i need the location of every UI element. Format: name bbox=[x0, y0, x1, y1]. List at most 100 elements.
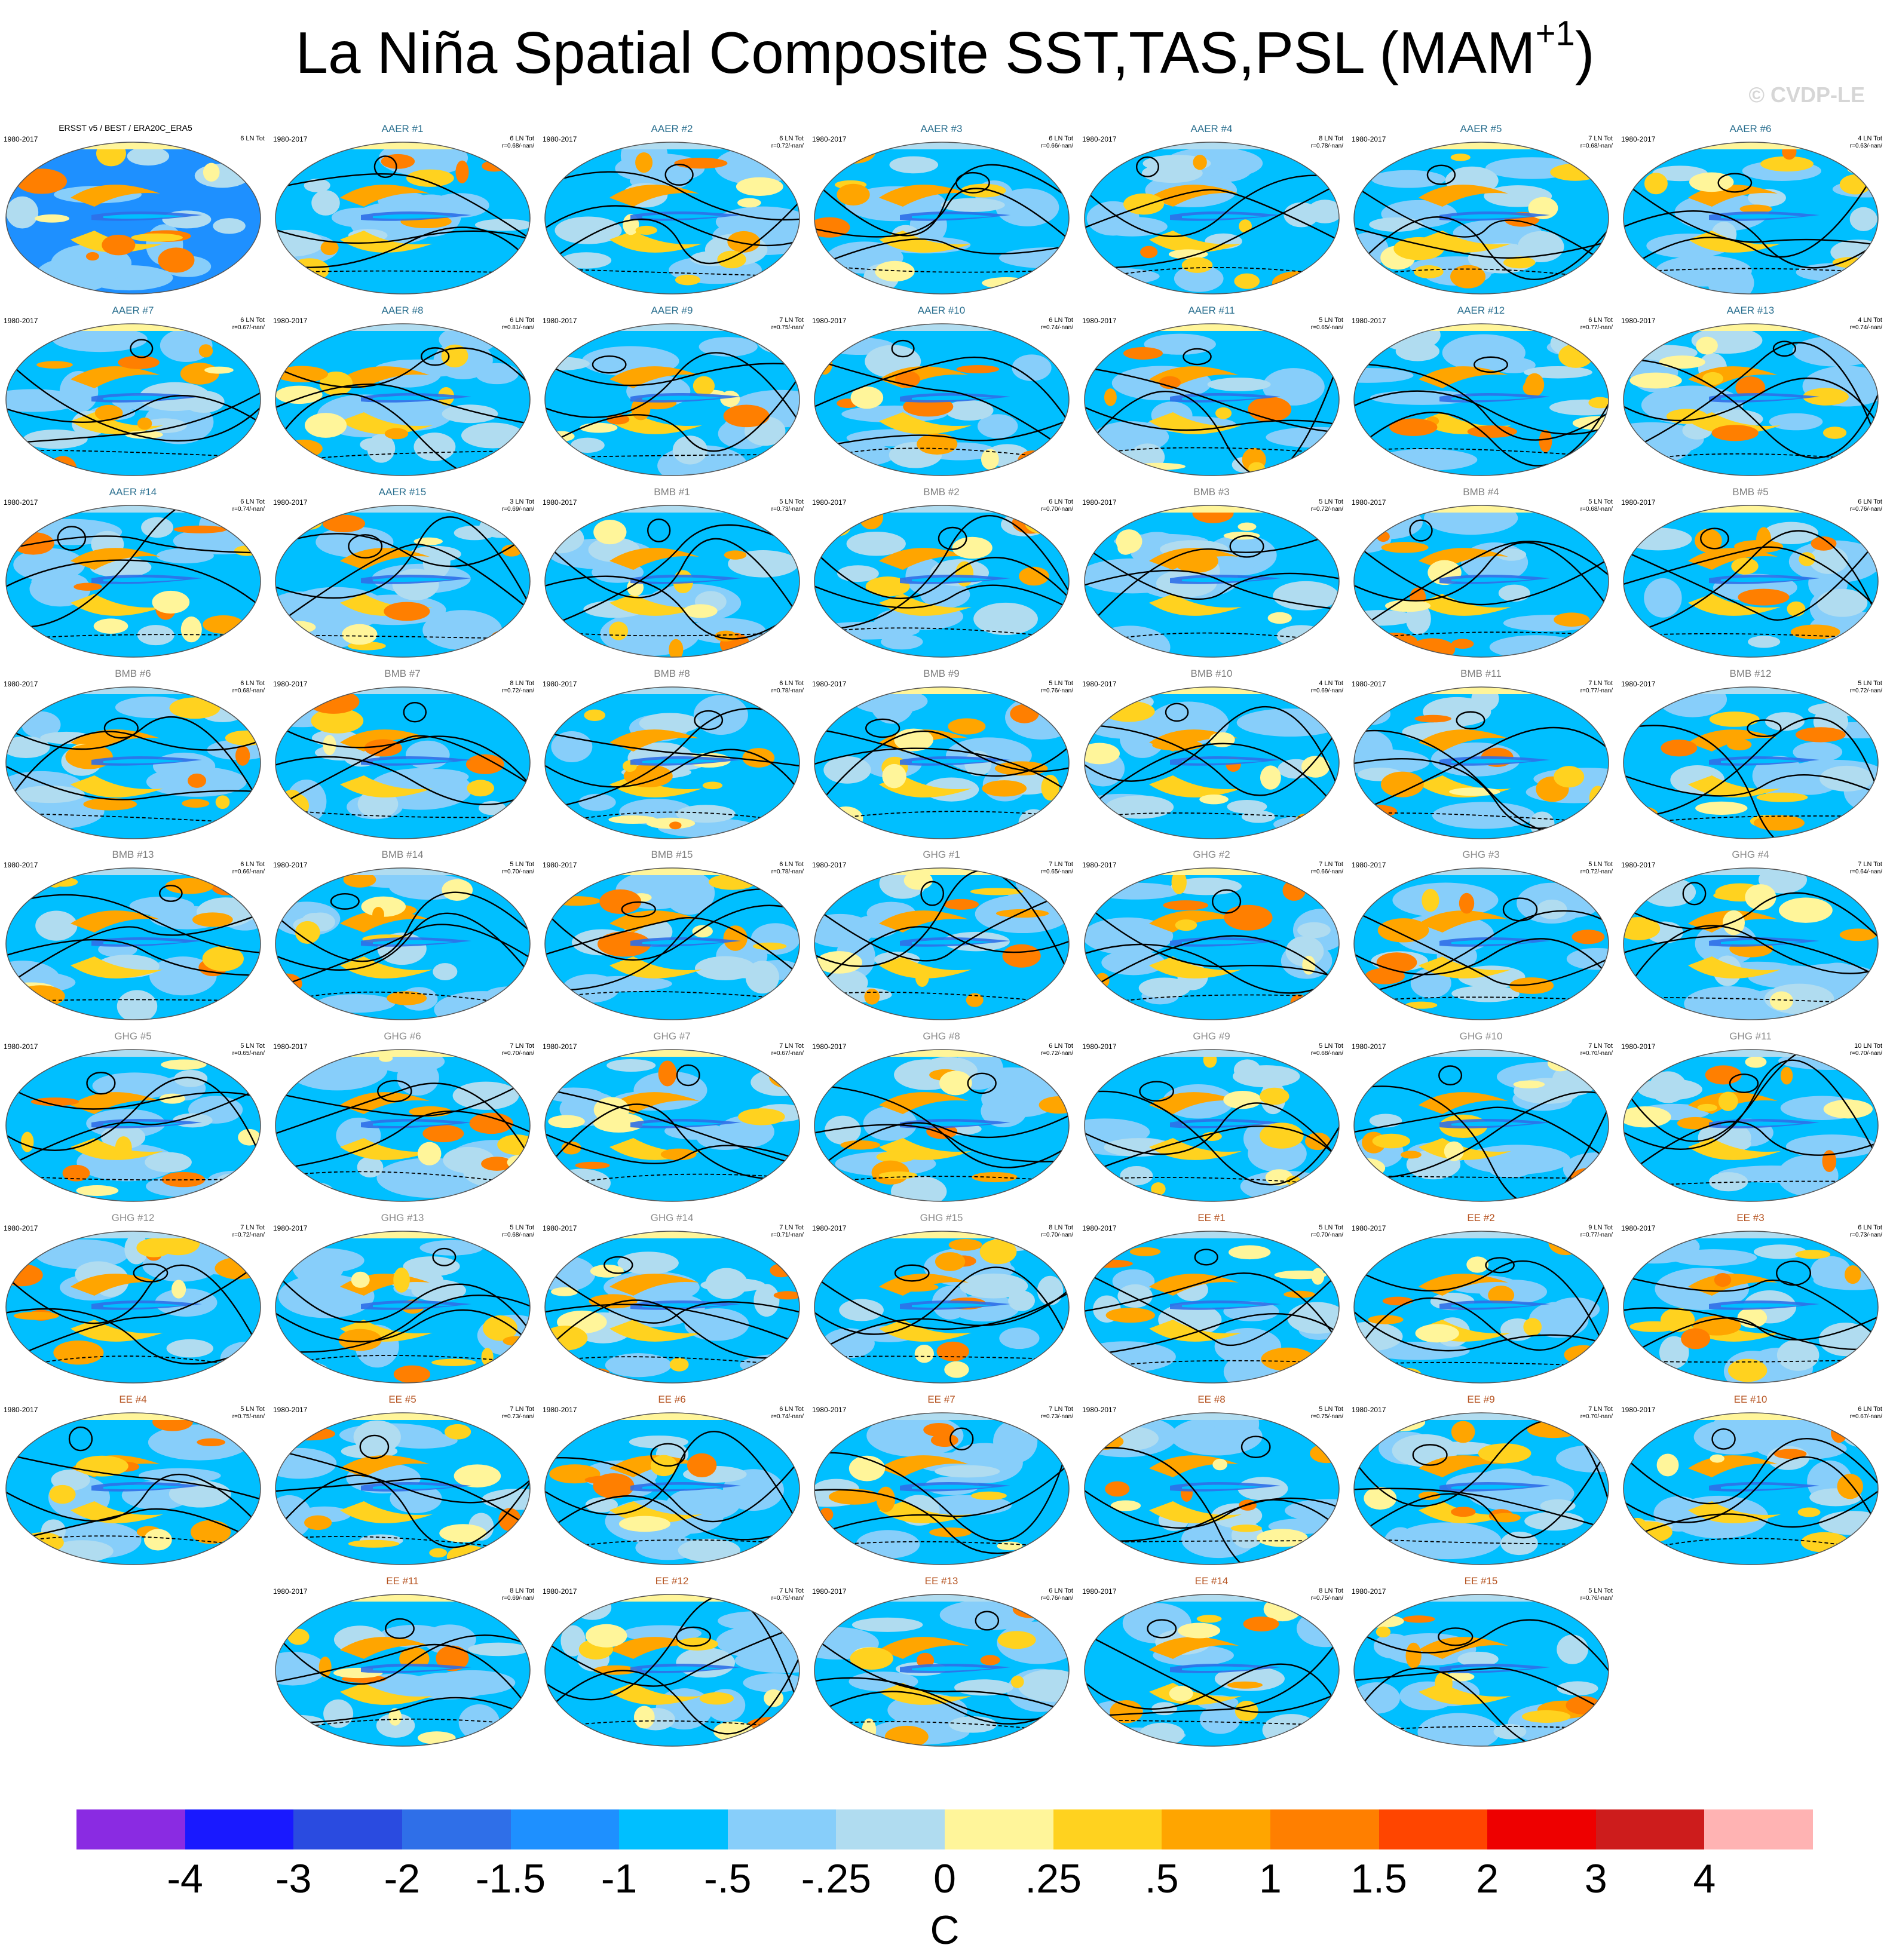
panel-period: 1980-2017 bbox=[812, 317, 847, 325]
map-panel: BMB #10 1980-2017 4 LN Tot r=0.69/-nan/ bbox=[1079, 668, 1344, 841]
panel-title: EE #7 bbox=[927, 1394, 955, 1405]
panel-event-count: 5 LN Tot bbox=[1319, 1224, 1343, 1231]
map-panel: EE #8 1980-2017 5 LN Tot r=0.75/-nan/ bbox=[1079, 1394, 1344, 1567]
panel-pattern-correlation: r=0.69/-nan/ bbox=[1310, 688, 1343, 694]
panel-pattern-correlation: r=0.66/-nan/ bbox=[1040, 143, 1073, 149]
colorbar-tick-label: 1.5 bbox=[1350, 1856, 1407, 1901]
panel-period: 1980-2017 bbox=[1621, 680, 1656, 688]
panel-period: 1980-2017 bbox=[1082, 680, 1117, 688]
colorbar-tick-label: -4 bbox=[167, 1856, 203, 1901]
panel-pattern-correlation: r=0.72/-nan/ bbox=[1580, 869, 1613, 875]
composite-map bbox=[1084, 1231, 1340, 1384]
composite-map bbox=[814, 323, 1070, 476]
composite-map bbox=[5, 323, 261, 476]
map-panel: BMB #5 1980-2017 6 LN Tot r=0.76/-nan/ bbox=[1618, 486, 1883, 660]
panel-pattern-correlation: r=0.70/-nan/ bbox=[1040, 506, 1073, 513]
map-panel: EE #4 1980-2017 5 LN Tot r=0.75/-nan/ bbox=[0, 1394, 266, 1567]
map-panel: BMB #15 1980-2017 6 LN Tot r=0.78/-nan/ bbox=[539, 849, 805, 1022]
panel-pattern-correlation: r=0.70/-nan/ bbox=[1580, 1413, 1613, 1420]
panel-title: GHG #14 bbox=[650, 1212, 694, 1223]
panel-period: 1980-2017 bbox=[1621, 498, 1656, 507]
composite-map bbox=[275, 1231, 531, 1384]
panel-period: 1980-2017 bbox=[1082, 861, 1117, 869]
panel-period: 1980-2017 bbox=[1621, 317, 1656, 325]
panel-pattern-correlation: r=0.74/-nan/ bbox=[1040, 324, 1073, 331]
panel-period: 1980-2017 bbox=[1352, 1042, 1386, 1051]
panel-period: 1980-2017 bbox=[1082, 1587, 1117, 1596]
panel-event-count: 5 LN Tot bbox=[1858, 680, 1882, 687]
panel-pattern-correlation: r=0.64/-nan/ bbox=[1849, 869, 1882, 875]
colorbar-tick-label: 2 bbox=[1476, 1856, 1499, 1901]
panel-pattern-correlation: r=0.75/-nan/ bbox=[771, 1595, 804, 1602]
map-panel: GHG #1 1980-2017 7 LN Tot r=0.65/-nan/ bbox=[808, 849, 1074, 1022]
panel-event-count: 6 LN Tot bbox=[240, 680, 265, 687]
panel-event-count: 7 LN Tot bbox=[510, 1042, 534, 1050]
composite-map bbox=[544, 323, 800, 476]
panel-event-count: 7 LN Tot bbox=[1049, 861, 1073, 868]
panel-title: EE #15 bbox=[1464, 1575, 1498, 1587]
panel-event-count: 7 LN Tot bbox=[1858, 861, 1882, 868]
composite-map bbox=[1084, 1594, 1340, 1747]
composite-map bbox=[1353, 686, 1609, 839]
panel-pattern-correlation: r=0.78/-nan/ bbox=[1310, 143, 1343, 149]
panel-event-count: 6 LN Tot bbox=[510, 317, 534, 324]
map-panel: AAER #7 1980-2017 6 LN Tot r=0.67/-nan/ bbox=[0, 305, 266, 478]
panel-title: ERSST v5 / BEST / ERA20C_ERA5 bbox=[59, 123, 192, 133]
panel-event-count: 5 LN Tot bbox=[1319, 317, 1343, 324]
panel-pattern-correlation: r=0.66/-nan/ bbox=[1310, 869, 1343, 875]
composite-map bbox=[275, 505, 531, 658]
panel-event-count: 6 LN Tot bbox=[1858, 1406, 1882, 1413]
panel-title: GHG #3 bbox=[1462, 849, 1500, 860]
composite-map bbox=[5, 1412, 261, 1565]
panel-pattern-correlation: r=0.68/-nan/ bbox=[1310, 1050, 1343, 1057]
panel-event-count: 5 LN Tot bbox=[1319, 1406, 1343, 1413]
map-panel: EE #15 1980-2017 5 LN Tot r=0.76/-nan/ bbox=[1348, 1575, 1614, 1749]
panel-period: 1980-2017 bbox=[273, 1224, 308, 1232]
map-panel: BMB #11 1980-2017 7 LN Tot r=0.77/-nan/ bbox=[1348, 668, 1614, 841]
panel-title: EE #5 bbox=[388, 1394, 416, 1405]
panel-period: 1980-2017 bbox=[4, 1042, 38, 1051]
panel-pattern-correlation: r=0.72/-nan/ bbox=[1310, 506, 1343, 513]
panel-period: 1980-2017 bbox=[4, 1406, 38, 1414]
figure-title: La Niña Spatial Composite SST,TAS,PSL (M… bbox=[0, 16, 1890, 87]
panel-title: AAER #14 bbox=[109, 486, 157, 498]
panel-period: 1980-2017 bbox=[273, 680, 308, 688]
composite-map bbox=[544, 1049, 800, 1202]
panel-pattern-correlation: r=0.68/-nan/ bbox=[1580, 143, 1613, 149]
panel-period: 1980-2017 bbox=[812, 680, 847, 688]
colorbar-tick-label: 1 bbox=[1258, 1856, 1282, 1901]
map-panel: GHG #11 1980-2017 10 LN Tot r=0.70/-nan/ bbox=[1618, 1030, 1883, 1204]
map-panel: BMB #7 1980-2017 8 LN Tot r=0.72/-nan/ bbox=[269, 668, 535, 841]
panel-pattern-correlation: r=0.70/-nan/ bbox=[501, 1050, 534, 1057]
map-panel: BMB #14 1980-2017 5 LN Tot r=0.70/-nan/ bbox=[269, 849, 535, 1022]
colorbar-segment bbox=[945, 1809, 1053, 1849]
panel-pattern-correlation: r=0.73/-nan/ bbox=[501, 1413, 534, 1420]
map-panel: GHG #5 1980-2017 5 LN Tot r=0.65/-nan/ bbox=[0, 1030, 266, 1204]
panel-period: 1980-2017 bbox=[4, 1224, 38, 1232]
panel-pattern-correlation: r=0.67/-nan/ bbox=[1849, 1413, 1882, 1420]
colorbar-tick-label: .5 bbox=[1144, 1856, 1179, 1901]
composite-map bbox=[814, 142, 1070, 295]
panel-title: EE #11 bbox=[386, 1575, 419, 1587]
panel-title: BMB #3 bbox=[1193, 486, 1230, 498]
panel-pattern-correlation: r=0.75/-nan/ bbox=[1310, 1413, 1343, 1420]
panel-period: 1980-2017 bbox=[812, 498, 847, 507]
map-panel: BMB #1 1980-2017 5 LN Tot r=0.73/-nan/ bbox=[539, 486, 805, 660]
map-panel: AAER #5 1980-2017 7 LN Tot r=0.68/-nan/ bbox=[1348, 123, 1614, 296]
panel-title: EE #13 bbox=[924, 1575, 958, 1587]
panel-grid: ERSST v5 / BEST / ERA20C_ERA5 1980-2017 6 … bbox=[0, 123, 1883, 1749]
panel-pattern-correlation: r=0.77/-nan/ bbox=[1580, 324, 1613, 331]
figure-title-superscript: +1 bbox=[1535, 14, 1575, 53]
composite-map bbox=[1084, 867, 1340, 1020]
map-panel: EE #3 1980-2017 6 LN Tot r=0.73/-nan/ bbox=[1618, 1212, 1883, 1385]
panel-event-count: 5 LN Tot bbox=[240, 1406, 265, 1413]
colorbar-tick-label: -.5 bbox=[704, 1856, 752, 1901]
colorbar bbox=[76, 1809, 1813, 1849]
panel-event-count: 6 LN Tot bbox=[240, 135, 265, 142]
colorbar-segment bbox=[1379, 1809, 1488, 1849]
panel-event-count: 7 LN Tot bbox=[1319, 861, 1343, 868]
colorbar-segment bbox=[1595, 1809, 1705, 1849]
panel-period: 1980-2017 bbox=[1082, 317, 1117, 325]
panel-period: 1980-2017 bbox=[1082, 1224, 1117, 1232]
panel-event-count: 5 LN Tot bbox=[1319, 1042, 1343, 1050]
